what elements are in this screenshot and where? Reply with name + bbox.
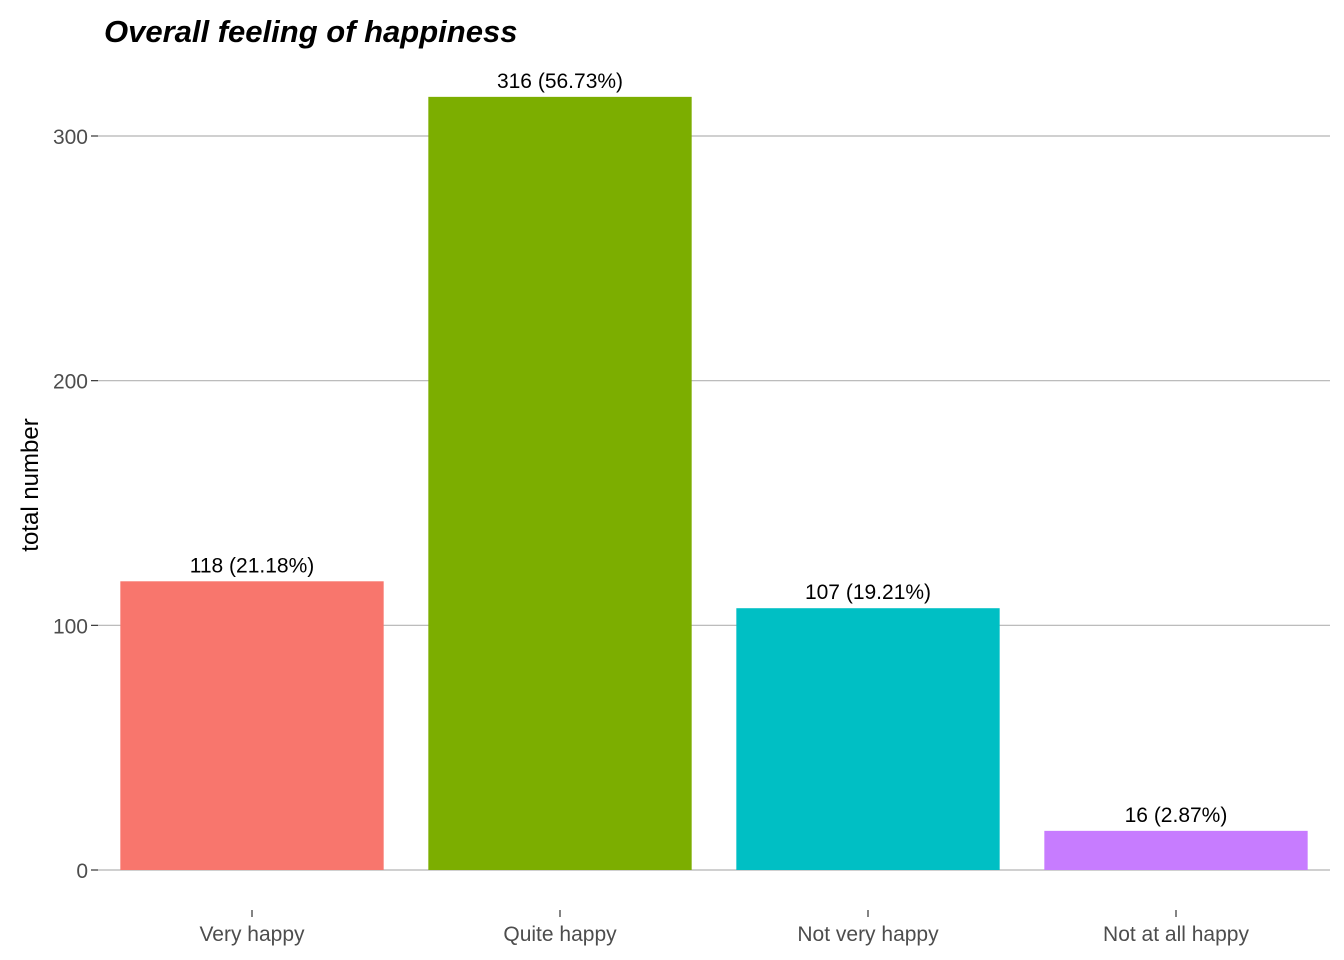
data-label: 316 (56.73%) [497, 70, 623, 93]
bar-not-at-all-happy [1044, 830, 1308, 870]
y-tick-label: 100 [53, 615, 88, 638]
chart-title: Overall feeling of happiness [104, 14, 517, 49]
y-axis: 0 100 200 300 [53, 126, 98, 883]
data-labels: 118 (21.18%) 316 (56.73%) 107 (19.21%) 16 (… [190, 70, 1228, 827]
y-tick-label: 200 [53, 371, 88, 394]
bar-quite-happy [428, 96, 692, 870]
data-label: 107 (19.21%) [805, 581, 931, 604]
x-tick-label: Quite happy [503, 923, 617, 946]
bar-very-happy [120, 581, 384, 870]
bar-not-very-happy [736, 608, 1000, 870]
x-tick-label: Not at all happy [1103, 923, 1249, 946]
y-tick-label: 300 [53, 126, 88, 149]
y-tick-label: 0 [76, 860, 88, 883]
data-label: 118 (21.18%) [190, 554, 315, 577]
data-label: 16 (2.87%) [1125, 804, 1228, 827]
x-tick-label: Not very happy [797, 923, 939, 946]
y-axis-label: total number [17, 418, 44, 551]
bars [120, 96, 1308, 870]
x-tick-label: Very happy [199, 923, 305, 946]
x-axis: Very happy Quite happy Not very happy Not a… [199, 910, 1249, 946]
